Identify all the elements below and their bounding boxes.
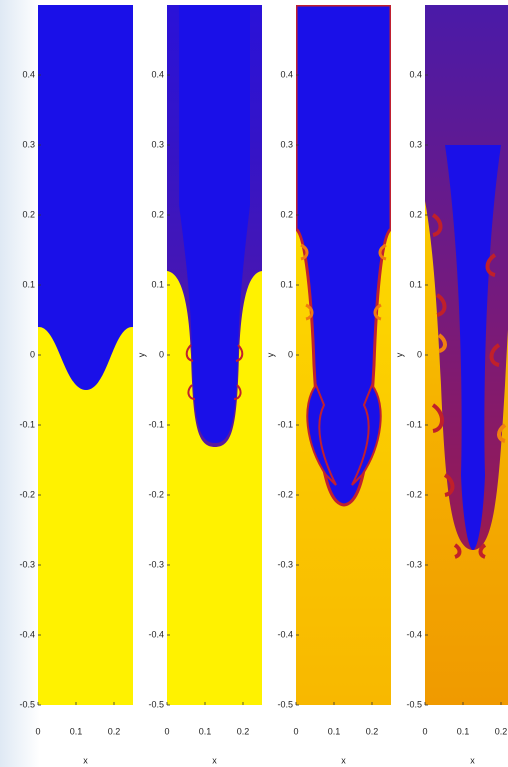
y-tick-label: 0 xyxy=(417,349,422,359)
y-tick-label: -0.1 xyxy=(277,419,293,429)
y-tick-label: -0.4 xyxy=(19,629,35,639)
y-tick-label: 0.2 xyxy=(409,209,422,219)
y-tick-label: -0.2 xyxy=(148,489,164,499)
y-tick-label: 0.3 xyxy=(151,139,164,149)
y-tick-label: 0.4 xyxy=(151,69,164,79)
y-tick-label: -0.5 xyxy=(277,699,293,709)
x-axis-label: x xyxy=(470,755,475,765)
y-tick-label: 0.1 xyxy=(409,279,422,289)
x-tick-label: 0 xyxy=(293,726,298,736)
x-tick-label: 0 xyxy=(35,726,40,736)
y-tick-label: 0.4 xyxy=(280,69,293,79)
field-panel xyxy=(167,5,262,705)
x-tick-label: 0.1 xyxy=(457,726,470,736)
x-tick-label: 0.1 xyxy=(70,726,83,736)
x-tick-label: 0 xyxy=(164,726,169,736)
y-tick-label: -0.5 xyxy=(19,699,35,709)
y-tick-label: 0 xyxy=(30,349,35,359)
y-tick-label: -0.2 xyxy=(19,489,35,499)
y-tick-label: 0.2 xyxy=(151,209,164,219)
y-tick-label: -0.2 xyxy=(406,489,422,499)
y-tick-label: 0.1 xyxy=(151,279,164,289)
y-tick-label: 0.4 xyxy=(409,69,422,79)
y-tick-label: -0.5 xyxy=(406,699,422,709)
y-tick-label: 0.4 xyxy=(22,69,35,79)
x-axis-label: x xyxy=(341,755,346,765)
y-tick-label: -0.3 xyxy=(19,559,35,569)
y-tick-label: 0.1 xyxy=(280,279,293,289)
y-tick-label: -0.5 xyxy=(148,699,164,709)
y-tick-label: -0.1 xyxy=(19,419,35,429)
y-tick-label: 0.1 xyxy=(22,279,35,289)
y-axis-label: y xyxy=(265,352,275,357)
y-tick-label: -0.2 xyxy=(277,489,293,499)
y-tick-label: -0.3 xyxy=(406,559,422,569)
y-tick-label: -0.1 xyxy=(148,419,164,429)
x-tick-label: 0.2 xyxy=(237,726,250,736)
y-tick-label: 0.3 xyxy=(409,139,422,149)
y-tick-label: 0 xyxy=(159,349,164,359)
field-panel xyxy=(425,5,508,705)
x-axis-label: x xyxy=(83,755,88,765)
x-axis-label: x xyxy=(212,755,217,765)
y-tick-label: -0.4 xyxy=(406,629,422,639)
x-tick-label: 0.1 xyxy=(199,726,212,736)
y-axis-label: y xyxy=(136,352,146,357)
y-tick-label: -0.4 xyxy=(148,629,164,639)
y-tick-label: 0.2 xyxy=(22,209,35,219)
y-tick-label: 0.2 xyxy=(280,209,293,219)
field-panel xyxy=(296,5,391,705)
x-tick-label: 0.1 xyxy=(328,726,341,736)
y-tick-label: 0.3 xyxy=(280,139,293,149)
field-panel xyxy=(38,5,133,705)
x-tick-label: 0.2 xyxy=(495,726,508,736)
x-tick-label: 0 xyxy=(422,726,427,736)
x-tick-label: 0.2 xyxy=(366,726,379,736)
y-tick-label: -0.3 xyxy=(148,559,164,569)
x-tick-label: 0.2 xyxy=(108,726,121,736)
y-axis-label: y xyxy=(394,352,404,357)
y-tick-label: 0 xyxy=(288,349,293,359)
y-tick-label: -0.4 xyxy=(277,629,293,639)
y-tick-label: 0.3 xyxy=(22,139,35,149)
y-tick-label: -0.3 xyxy=(277,559,293,569)
y-tick-label: -0.1 xyxy=(406,419,422,429)
